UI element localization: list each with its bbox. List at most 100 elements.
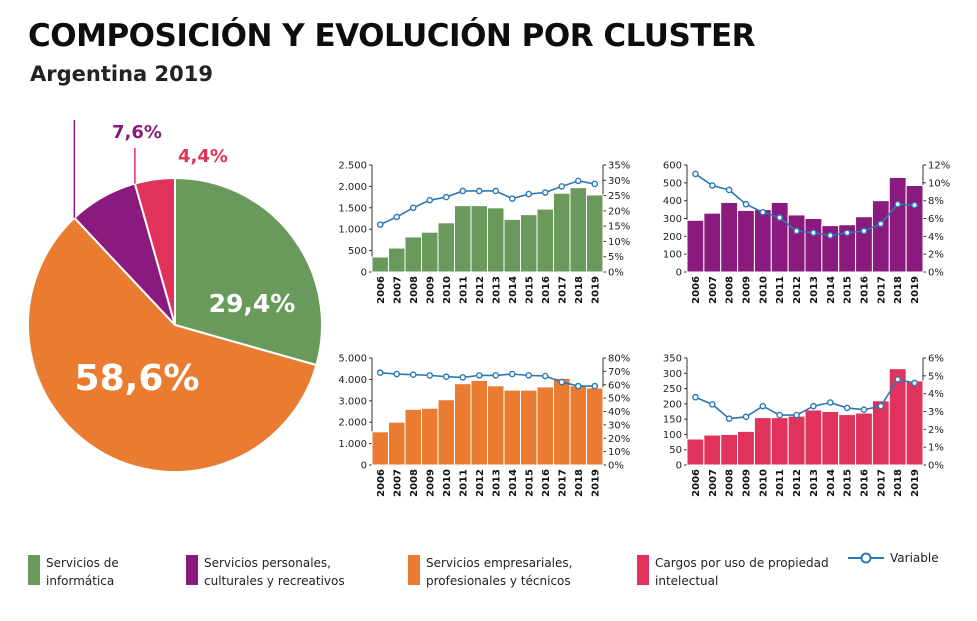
x-tick-label: 2018 — [574, 276, 585, 304]
variable-point — [525, 372, 533, 379]
variable-point — [508, 370, 516, 378]
x-tick-label: 2006 — [691, 276, 702, 304]
variable-point — [558, 378, 566, 386]
bar — [804, 409, 823, 466]
left-tick-label: 250 — [663, 384, 682, 395]
bar — [888, 368, 907, 466]
bar — [720, 201, 739, 273]
right-tick-label: 20% — [608, 434, 630, 445]
right-tick-label: 20% — [608, 206, 630, 217]
right-tick-label: 6% — [928, 354, 944, 365]
variable-point — [475, 372, 483, 379]
left-tick-label: 0 — [361, 268, 367, 279]
x-tick-label: 2009 — [742, 276, 753, 304]
x-tick-label: 2013 — [809, 276, 820, 304]
legend-swatch — [186, 555, 198, 585]
x-tick-label: 2012 — [792, 276, 803, 304]
bar — [553, 377, 571, 466]
variable-point — [725, 415, 733, 422]
x-tick-label: 2010 — [758, 276, 769, 304]
x-tick-label: 2011 — [775, 469, 786, 497]
bar — [388, 421, 406, 466]
pie-slice — [174, 176, 323, 367]
x-tick-label: 2007 — [392, 469, 403, 497]
bar — [536, 386, 554, 466]
variable-point — [810, 229, 817, 237]
variable-point — [426, 372, 434, 379]
right-tick-label: 2% — [928, 250, 944, 261]
bar — [905, 185, 924, 273]
legend-label-line2: informática — [46, 574, 115, 588]
right-tick-label: 4% — [928, 232, 944, 243]
bar — [905, 380, 924, 466]
x-tick-label: 2018 — [574, 469, 585, 497]
mini-chart-propiedad-intelectual: 0 50 100 150 200 250 300 350 0% 1% 2% 3% 4% 5% 6% 2006 2… — [663, 354, 944, 497]
chart-subtitle: Argentina 2019 — [30, 62, 213, 86]
x-tick-label: 2008 — [725, 469, 736, 497]
x-tick-label: 2013 — [491, 276, 502, 304]
left-tick-label: 50 — [669, 445, 682, 456]
bar — [437, 222, 455, 273]
right-tick-label: 30% — [608, 420, 630, 431]
right-tick-label: 30% — [608, 176, 630, 187]
right-tick-label: 0% — [928, 268, 944, 279]
right-tick-label: 35% — [608, 161, 630, 172]
chart-title: COMPOSICIÓN Y EVOLUCIÓN POR CLUSTER — [28, 18, 756, 54]
x-tick-label: 2016 — [860, 276, 871, 304]
x-tick-label: 2016 — [860, 469, 871, 497]
bar — [855, 412, 873, 466]
variable-point — [742, 200, 750, 208]
legend-label-line2: culturales y recreativos — [204, 574, 345, 588]
variable-point — [911, 379, 918, 387]
x-tick-label: 2008 — [725, 276, 736, 304]
x-tick-label: 2014 — [826, 469, 837, 497]
bar — [703, 212, 722, 273]
legend-swatch — [408, 555, 420, 585]
x-tick-label: 2007 — [708, 276, 719, 304]
variable-point — [541, 372, 549, 380]
x-tick-label: 2014 — [826, 276, 837, 304]
variable-point — [591, 180, 599, 188]
variable-point — [725, 186, 733, 194]
bar — [586, 194, 604, 273]
bar — [520, 214, 538, 273]
legend-variable-label: Variable — [890, 551, 939, 565]
right-tick-label: 1% — [928, 443, 944, 454]
legend-label-line1: Servicios empresariales, — [426, 556, 573, 570]
left-tick-label: 200 — [663, 232, 682, 243]
bar — [871, 200, 890, 273]
x-tick-label: 2009 — [425, 276, 436, 304]
left-tick-label: 500 — [348, 246, 367, 257]
variable-point — [911, 201, 918, 209]
right-tick-label: 4% — [928, 389, 944, 400]
bar — [371, 256, 389, 273]
x-tick-label: 2006 — [376, 276, 387, 304]
x-tick-label: 2012 — [475, 469, 486, 497]
variable-point — [692, 393, 699, 401]
bar — [753, 417, 772, 466]
variable-point — [459, 374, 467, 381]
bar — [586, 387, 604, 466]
variable-point — [541, 189, 549, 196]
x-tick-label: 2015 — [524, 469, 535, 497]
mini-chart-empresariales: 0 1.000 2.000 3.000 4.000 5.000 0% 10% 20% 30% 40%… — [338, 354, 630, 497]
variable-point — [591, 382, 599, 390]
variable-point — [376, 369, 384, 377]
bar — [421, 407, 439, 466]
variable-point — [508, 195, 516, 202]
left-tick-label: 3.000 — [338, 396, 367, 407]
variable-point — [759, 402, 767, 410]
pie-slice — [27, 216, 318, 473]
legend-item-empresariales: Servicios empresariales, profesionales y… — [408, 554, 576, 590]
x-tick-label: 2017 — [557, 469, 568, 497]
x-tick-label: 2015 — [843, 469, 854, 497]
x-tick-label: 2019 — [910, 276, 921, 304]
right-tick-label: 5% — [928, 371, 944, 382]
bar — [871, 400, 890, 466]
variable-point — [877, 220, 885, 228]
bar — [703, 434, 722, 466]
bar — [569, 385, 587, 466]
right-tick-label: 12% — [928, 161, 950, 172]
x-tick-label: 2011 — [458, 276, 469, 304]
bar — [454, 383, 472, 466]
